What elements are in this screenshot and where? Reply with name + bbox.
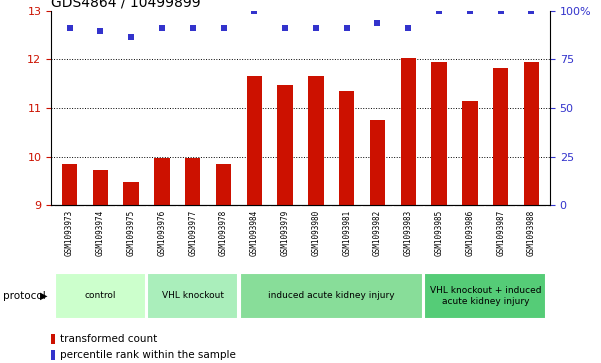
Bar <box>185 158 200 205</box>
Text: GSM1093982: GSM1093982 <box>373 210 382 256</box>
Bar <box>370 120 385 205</box>
Text: GSM1093974: GSM1093974 <box>96 210 105 256</box>
Text: GSM1093986: GSM1093986 <box>465 210 474 256</box>
Text: percentile rank within the sample: percentile rank within the sample <box>60 350 236 360</box>
Bar <box>493 68 508 205</box>
Bar <box>462 101 478 205</box>
Text: GSM1093987: GSM1093987 <box>496 210 505 256</box>
Text: GSM1093988: GSM1093988 <box>527 210 536 256</box>
Bar <box>123 182 139 205</box>
Text: GSM1093985: GSM1093985 <box>435 210 444 256</box>
Bar <box>339 91 355 205</box>
Bar <box>432 62 447 205</box>
Point <box>526 8 536 14</box>
Point <box>126 34 136 40</box>
Text: VHL knockout + induced
acute kidney injury: VHL knockout + induced acute kidney inju… <box>430 286 541 306</box>
Text: GSM1093977: GSM1093977 <box>188 210 197 256</box>
Bar <box>401 58 416 205</box>
Bar <box>240 273 423 319</box>
Point <box>65 25 75 31</box>
Text: GSM1093984: GSM1093984 <box>250 210 259 256</box>
Text: transformed count: transformed count <box>60 334 157 344</box>
Point <box>219 25 228 31</box>
Point <box>249 8 259 14</box>
Bar <box>246 77 262 205</box>
Bar <box>93 170 108 205</box>
Bar <box>424 273 546 319</box>
Bar <box>216 164 231 205</box>
Point <box>96 28 105 34</box>
Bar <box>55 273 146 319</box>
Bar <box>62 164 78 205</box>
Bar <box>523 62 539 205</box>
Point <box>280 25 290 31</box>
Point <box>188 25 198 31</box>
Text: VHL knockout: VHL knockout <box>162 291 224 300</box>
Text: GSM1093983: GSM1093983 <box>404 210 413 256</box>
Point <box>403 25 413 31</box>
Point <box>373 20 382 26</box>
Text: GSM1093981: GSM1093981 <box>342 210 351 256</box>
Bar <box>154 158 169 205</box>
Point <box>465 8 475 14</box>
Text: protocol: protocol <box>3 291 46 301</box>
Text: GSM1093978: GSM1093978 <box>219 210 228 256</box>
Text: ▶: ▶ <box>40 291 47 301</box>
Point <box>435 8 444 14</box>
Text: GSM1093973: GSM1093973 <box>65 210 74 256</box>
Bar <box>308 77 323 205</box>
Text: control: control <box>85 291 116 300</box>
Bar <box>278 85 293 205</box>
Point <box>157 25 166 31</box>
Text: induced acute kidney injury: induced acute kidney injury <box>268 291 395 300</box>
Text: GSM1093976: GSM1093976 <box>157 210 166 256</box>
Point <box>496 8 505 14</box>
Text: GSM1093975: GSM1093975 <box>127 210 136 256</box>
Point <box>311 25 321 31</box>
Bar <box>147 273 239 319</box>
Point <box>342 25 352 31</box>
Text: GDS4864 / 10499899: GDS4864 / 10499899 <box>51 0 201 10</box>
Text: GSM1093980: GSM1093980 <box>311 210 320 256</box>
Text: GSM1093979: GSM1093979 <box>281 210 290 256</box>
